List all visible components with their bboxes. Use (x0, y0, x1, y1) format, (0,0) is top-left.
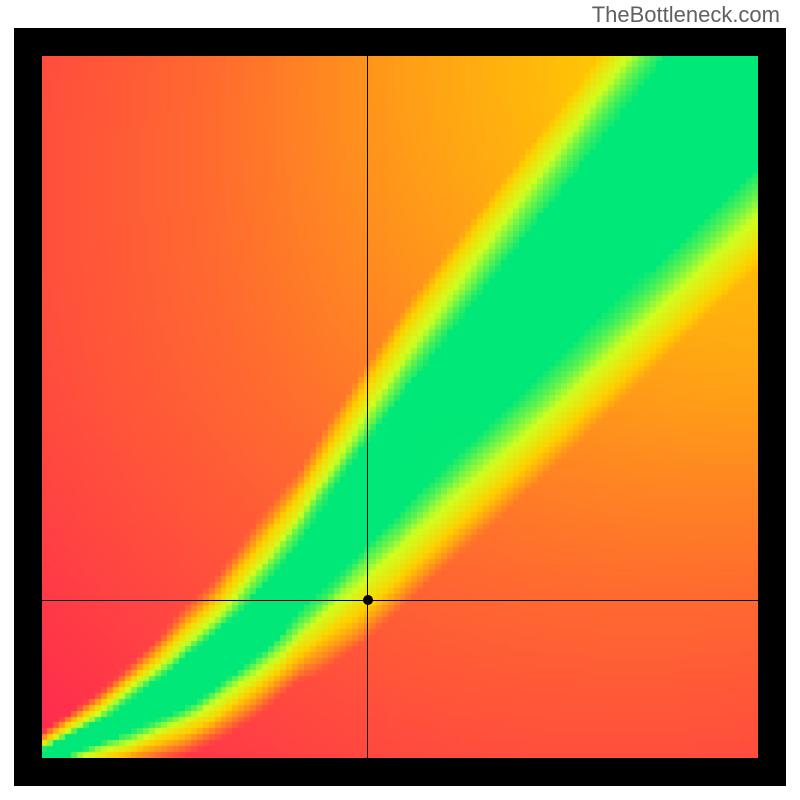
crosshair-horizontal-line (42, 600, 758, 601)
watermark-text: TheBottleneck.com (592, 2, 780, 28)
chart-container: TheBottleneck.com (0, 0, 800, 800)
crosshair-marker-dot (363, 595, 373, 605)
heatmap-canvas (42, 56, 758, 758)
crosshair-vertical-line (367, 56, 368, 758)
heatmap-plot-area (42, 56, 758, 758)
